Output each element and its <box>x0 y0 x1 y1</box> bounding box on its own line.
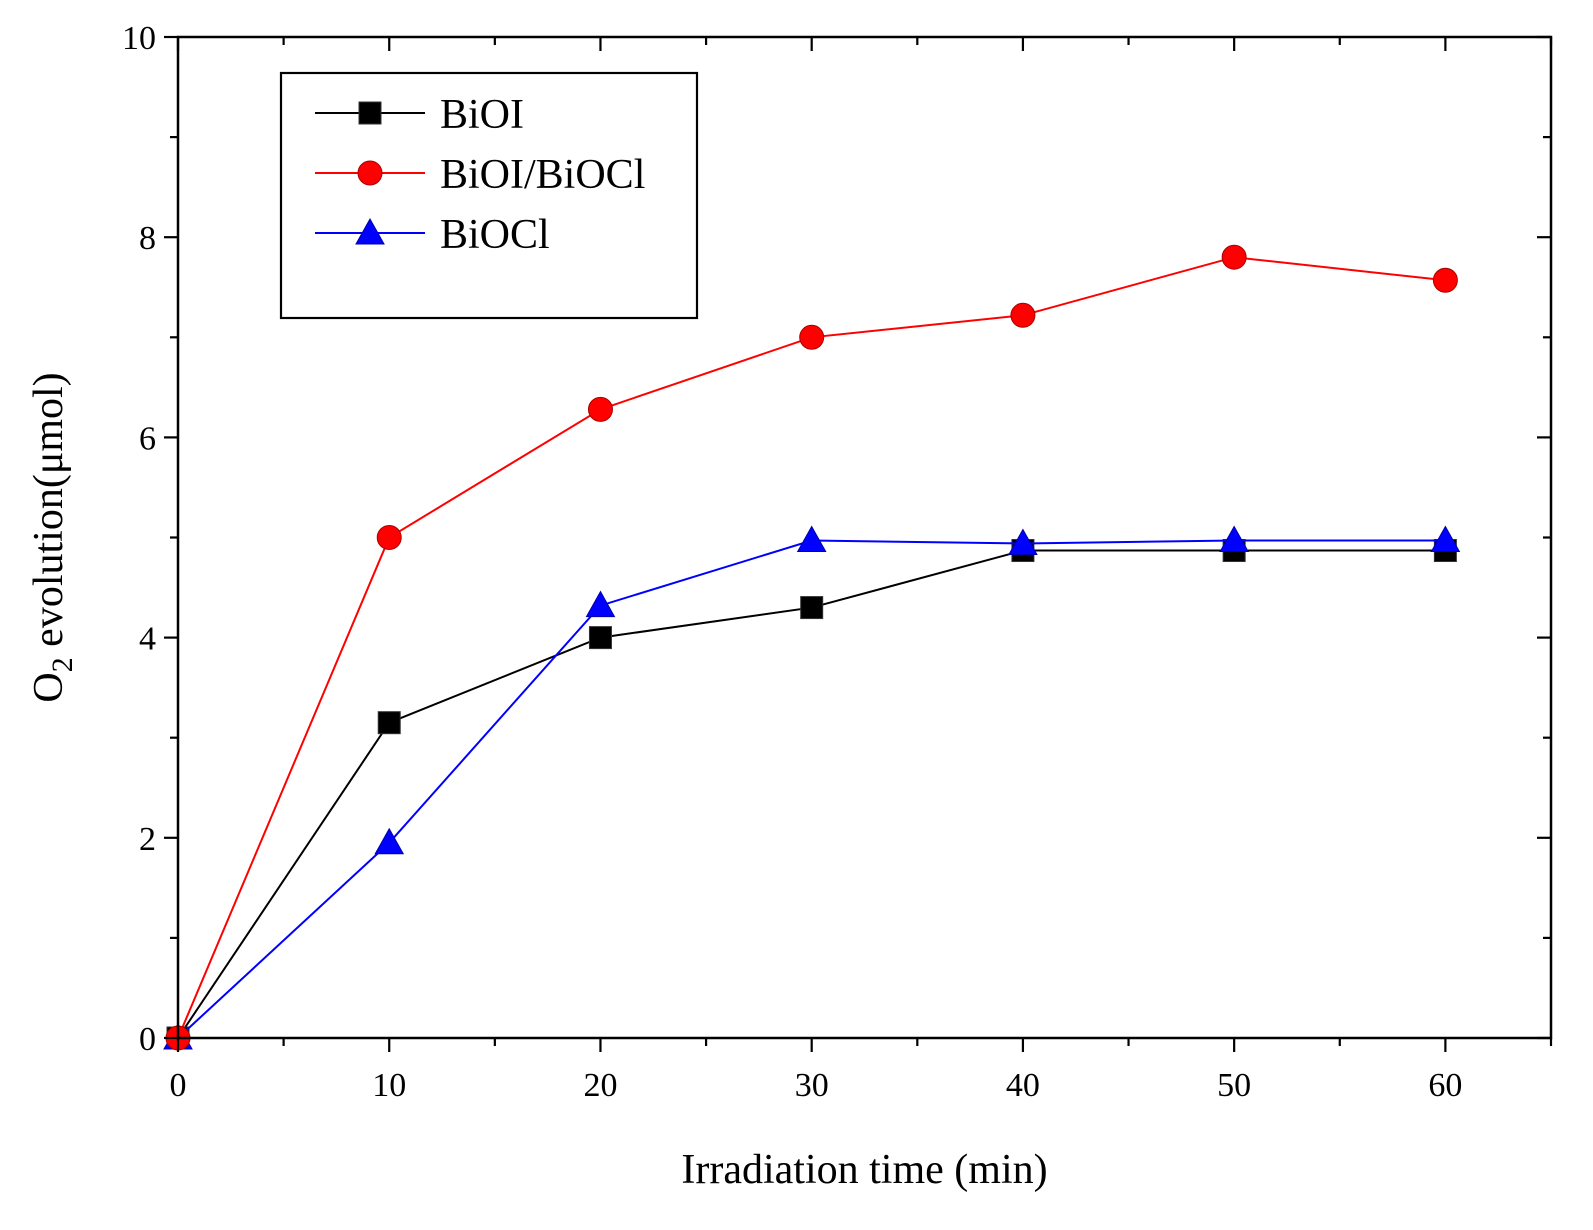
x-tick-label: 10 <box>372 1067 406 1104</box>
data-point-bioi <box>800 596 824 620</box>
data-point-bioi-biocl <box>376 525 402 550</box>
data-point-bioi <box>588 626 612 650</box>
legend: BiOI BiOI/BiOCl BiOCl <box>279 71 699 320</box>
y-tick-label: 0 <box>139 1021 156 1058</box>
series-bioi-biocl <box>165 244 1458 1051</box>
data-point-bioi-biocl <box>587 396 613 422</box>
x-tick-label: 50 <box>1217 1067 1251 1104</box>
y-axis-title-suffix: evolution(μmol) <box>26 372 72 657</box>
series-bioi <box>166 539 1457 1050</box>
legend-marker-biocl <box>355 217 385 245</box>
data-point-biocl <box>1430 525 1461 553</box>
x-axis-title: Irradiation time (min) <box>681 1147 1047 1193</box>
legend-label-bioi: BiOI <box>440 92 524 138</box>
y-tick-label: 2 <box>139 821 156 858</box>
legend-label-bioi-biocl: BiOI/BiOCl <box>440 152 645 198</box>
data-point-bioi-biocl <box>799 324 825 350</box>
x-tick-label: 60 <box>1428 1067 1462 1104</box>
y-axis-title-subscript: 2 <box>46 657 79 672</box>
y-tick-label: 10 <box>122 20 156 57</box>
data-point-biocl <box>374 827 405 855</box>
data-point-bioi-biocl <box>1010 302 1036 328</box>
data-point-biocl <box>796 525 827 553</box>
x-tick-label: 30 <box>795 1067 829 1104</box>
series-line-bioi <box>177 549 1446 1039</box>
series-line-bioi-biocl <box>177 256 1446 1039</box>
y-tick-label: 8 <box>139 220 156 257</box>
data-point-bioi <box>377 711 401 735</box>
y-axis-title: O2 evolution(μmol) <box>26 372 79 702</box>
data-point-biocl <box>1219 525 1250 553</box>
y-tick-label: 6 <box>139 420 156 457</box>
y-axis-title-prefix: O <box>26 672 72 702</box>
legend-label-biocl: BiOCl <box>440 212 550 258</box>
y-tick-label: 4 <box>139 621 156 658</box>
x-tick-label: 0 <box>170 1067 187 1104</box>
data-point-bioi-biocl <box>1432 267 1458 293</box>
x-tick-label: 40 <box>1006 1067 1040 1104</box>
x-tick-label: 20 <box>583 1067 617 1104</box>
axes-layer: 0 10 20 30 40 50 60 0 2 4 6 8 10 <box>122 20 1553 1104</box>
data-point-bioi-biocl <box>1221 244 1247 270</box>
legend-marker-bioi-biocl <box>357 160 383 186</box>
data-point-biocl <box>1008 528 1038 556</box>
legend-marker-bioi <box>358 101 382 125</box>
data-point-biocl <box>585 590 616 618</box>
series-layer <box>163 244 1461 1051</box>
